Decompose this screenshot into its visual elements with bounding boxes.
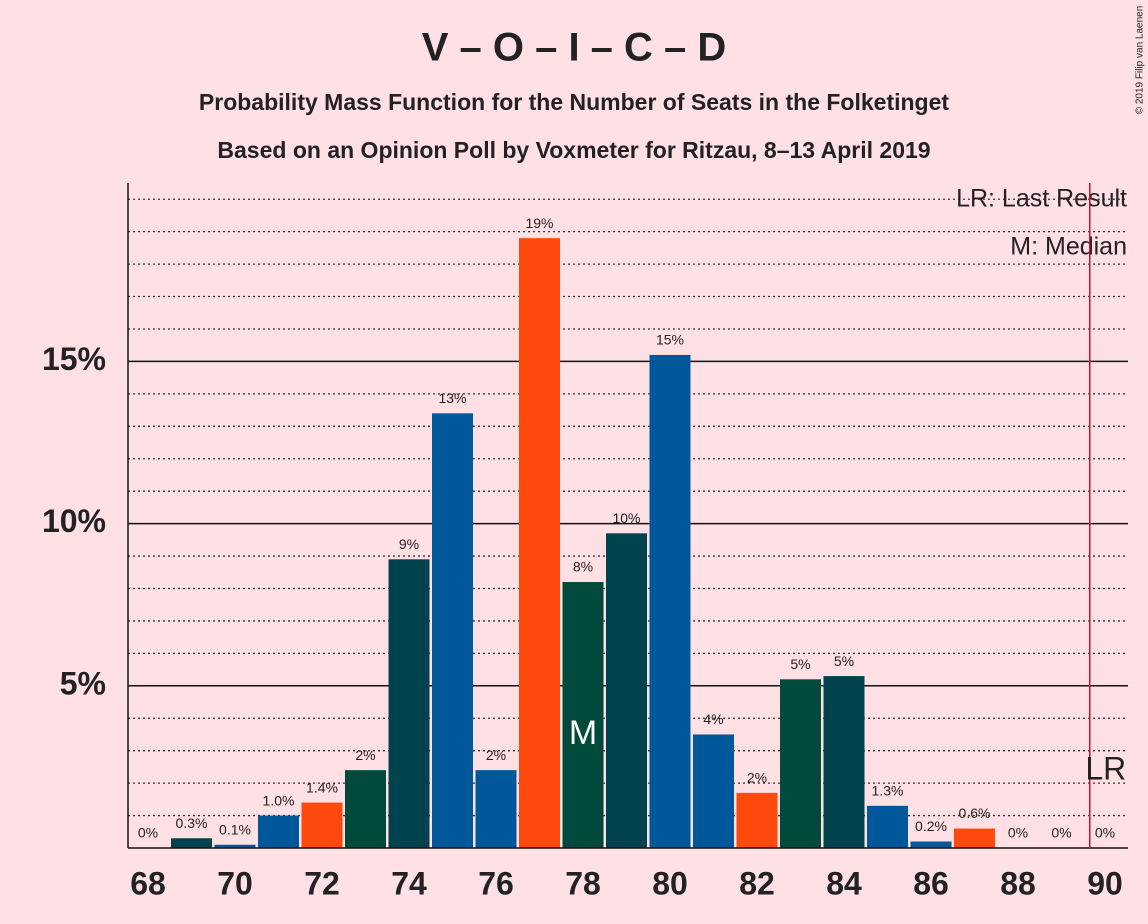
value-label: 0.2% — [915, 818, 947, 834]
copyright: © 2019 Filip van Laenen — [1135, 6, 1146, 115]
x-tick-label: 74 — [391, 865, 427, 901]
bar — [823, 676, 865, 848]
value-label: 0.3% — [176, 815, 208, 831]
chart-subtitle: Probability Mass Function for the Number… — [199, 89, 949, 115]
x-tick-label: 84 — [826, 865, 862, 901]
value-label: 2% — [747, 770, 767, 786]
bar — [606, 533, 647, 848]
x-tick-label: 90 — [1087, 865, 1123, 901]
value-label: 1.0% — [263, 792, 295, 808]
value-label: 2% — [486, 747, 506, 763]
bar — [345, 770, 386, 848]
value-label: 0.6% — [959, 805, 991, 821]
bar — [301, 802, 343, 848]
value-label: 13% — [438, 390, 466, 406]
x-tick-label: 80 — [652, 865, 688, 901]
y-tick-label: 10% — [42, 503, 106, 539]
value-label: 0% — [1051, 825, 1071, 841]
y-tick-label: 15% — [42, 341, 106, 377]
value-label: 0% — [1095, 825, 1115, 841]
x-tick-label: 82 — [739, 865, 775, 901]
bar — [258, 815, 299, 848]
bar — [171, 838, 212, 848]
value-label: 1.4% — [306, 779, 338, 795]
last-result-label: LR — [1085, 750, 1126, 786]
bar — [954, 828, 995, 848]
value-label: 0% — [1008, 825, 1028, 841]
chart-subtitle: Based on an Opinion Poll by Voxmeter for… — [217, 137, 930, 163]
x-tick-label: 76 — [478, 865, 514, 901]
bar — [562, 582, 604, 848]
x-tick-label: 70 — [217, 865, 253, 901]
bar — [649, 354, 691, 848]
bar — [388, 559, 430, 848]
bar — [867, 805, 908, 848]
value-label: 5% — [790, 656, 810, 672]
value-label: 4% — [703, 711, 723, 727]
value-label: 2% — [355, 747, 375, 763]
bar — [214, 844, 256, 848]
legend-entry: M: Median — [1010, 233, 1127, 261]
value-label: 0.1% — [219, 821, 251, 837]
value-label: 15% — [656, 332, 684, 348]
median-marker: M — [569, 714, 597, 752]
value-label: 19% — [525, 215, 553, 231]
bar — [519, 238, 560, 848]
value-label: 5% — [834, 653, 854, 669]
value-label: 1.3% — [872, 783, 904, 799]
bar — [910, 841, 952, 848]
legend-entry: LR: Last Result — [956, 185, 1127, 213]
y-tick-label: 5% — [60, 665, 106, 701]
x-tick-label: 68 — [130, 865, 166, 901]
chart-title: V – O – I – C – D — [422, 26, 727, 70]
x-tick-label: 86 — [913, 865, 949, 901]
value-label: 0% — [138, 825, 158, 841]
x-tick-label: 88 — [1000, 865, 1036, 901]
value-label: 10% — [612, 510, 640, 526]
bar — [432, 413, 473, 848]
bar — [780, 679, 821, 848]
bar — [475, 770, 517, 848]
x-tick-label: 72 — [304, 865, 340, 901]
x-tick-label: 78 — [565, 865, 601, 901]
value-label: 9% — [399, 536, 419, 552]
value-label: 8% — [573, 559, 593, 575]
bar — [736, 792, 778, 848]
bar — [693, 734, 734, 848]
